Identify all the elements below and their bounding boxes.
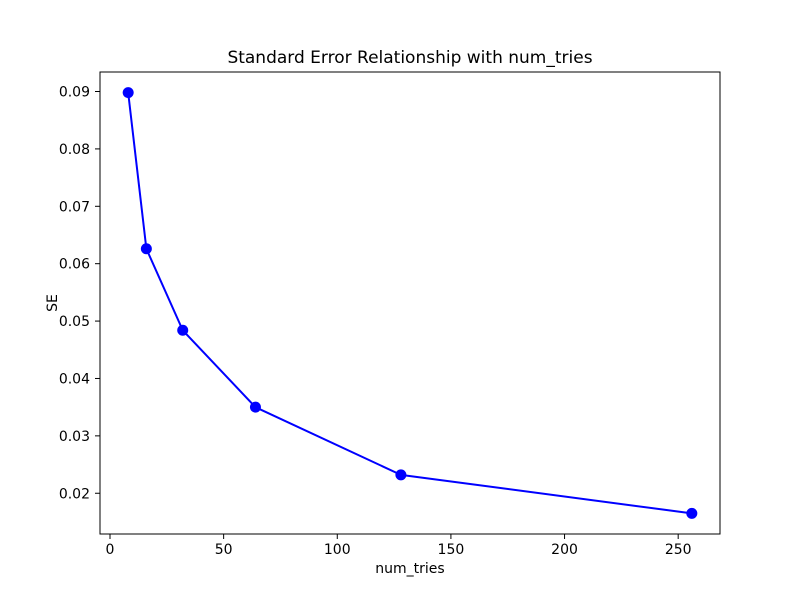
data-point [140,243,152,255]
plot-area: 0 50 100 150 200 250 0.02 0.03 0.04 0.05 0.06 0.07 0… [59,71,721,558]
data-point [249,401,261,413]
data-point [686,507,698,519]
x-axis-tick-label: 200 [551,542,578,558]
x-axis-tick-label: 250 [665,542,692,558]
x-axis-tick-label: 50 [215,542,233,558]
y-axis-tick-label: 0.06 [59,257,90,273]
y-axis-tick-label: 0.04 [59,371,90,387]
y-axis-tick-label: 0.03 [59,429,90,445]
y-axis-tick-label: 0.05 [59,314,90,330]
data-point [177,324,189,336]
y-axis-tick-label: 0.02 [59,486,90,502]
x-axis-tick-label: 150 [438,542,465,558]
y-axis-label: SE [45,294,61,312]
y-axis-tick-label: 0.07 [59,199,90,215]
series-line [127,92,692,515]
y-axis-tick-label: 0.08 [59,142,90,158]
x-axis-label: num_tries [375,561,444,577]
data-point [122,87,134,99]
data-point [395,469,407,481]
chart-title: Standard Error Relationship with num_tri… [227,48,592,68]
x-axis-tick-label: 0 [106,542,115,558]
y-axis-tick-label: 0.09 [59,85,90,101]
x-axis-tick-label: 100 [324,542,351,558]
plot-border [99,71,721,535]
